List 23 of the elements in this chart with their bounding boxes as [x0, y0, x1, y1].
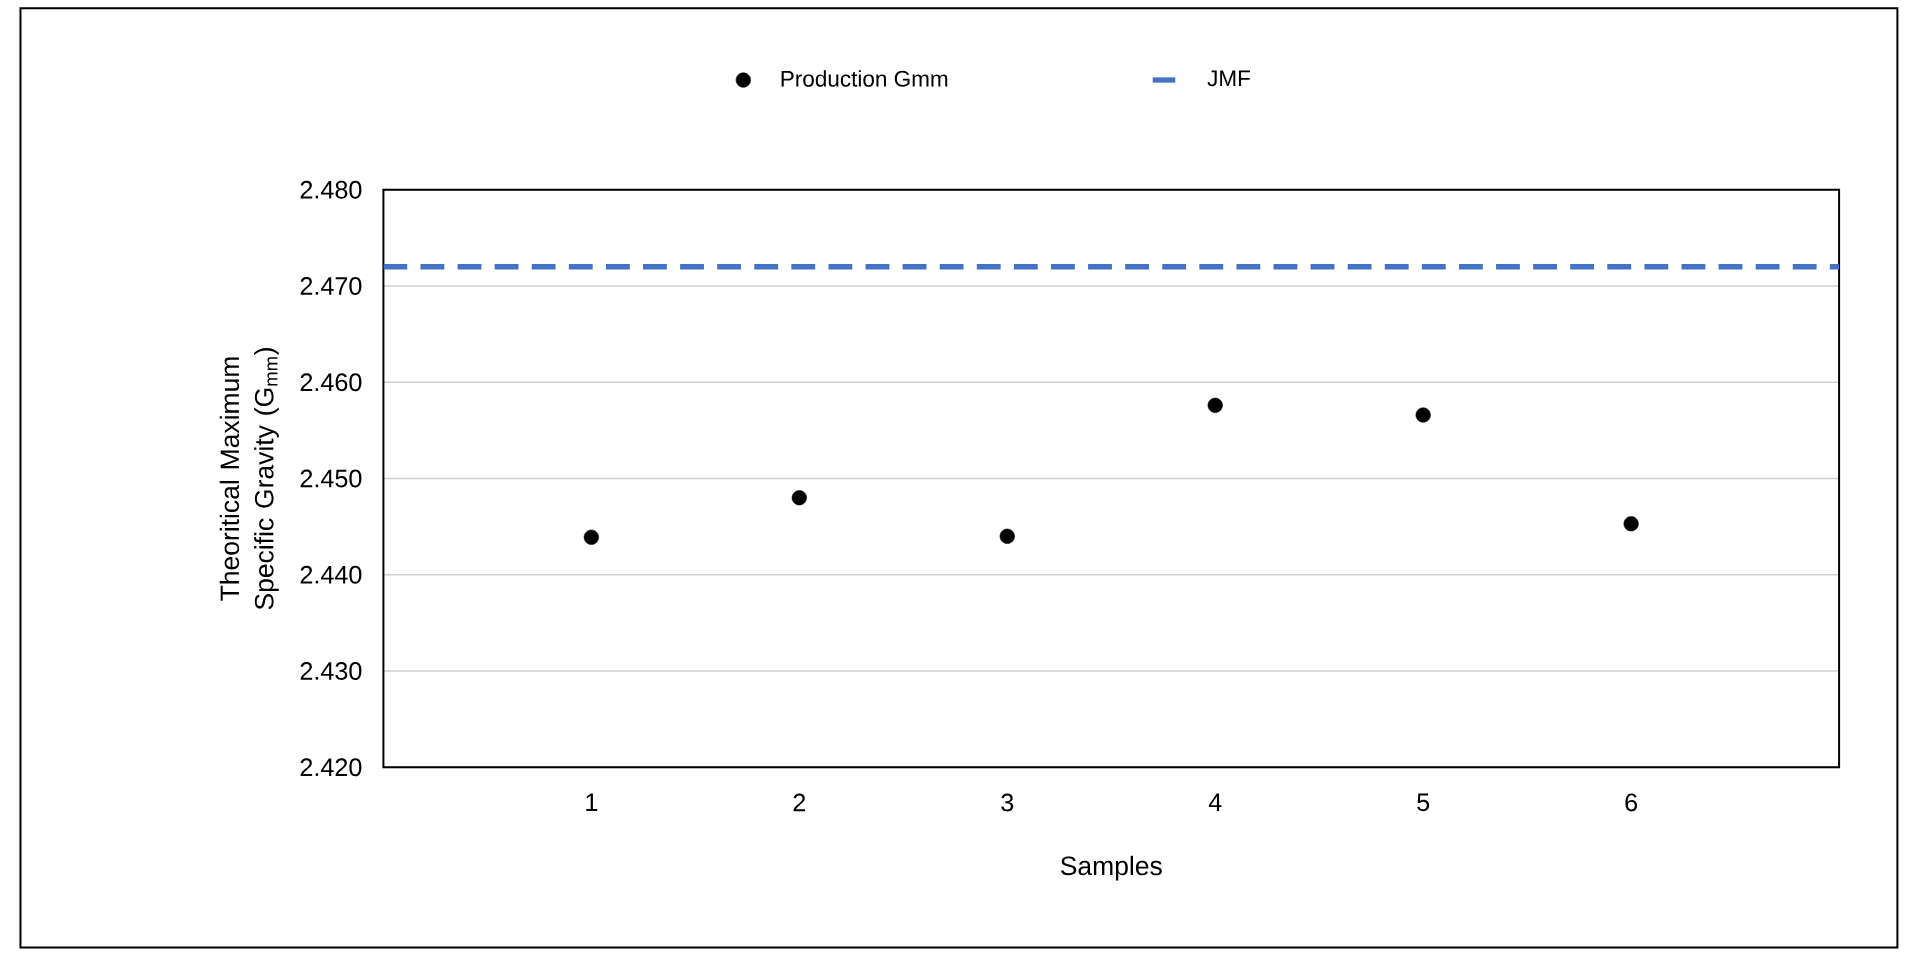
y-tick-label: 2.470 [300, 277, 362, 296]
x-tick-label: 4 [1208, 793, 1222, 812]
x-tick-label: 2 [793, 793, 806, 812]
x-tick-label: 3 [1001, 793, 1014, 812]
y-tick-label: 2.480 [300, 180, 362, 199]
point [583, 529, 599, 545]
x-axis-title: Samples [1060, 855, 1162, 881]
point [1207, 397, 1223, 414]
x-tick-label: 6 [1625, 793, 1638, 812]
legend-label: Production Gmm [781, 70, 948, 87]
y-tick-label: 2.420 [300, 758, 362, 777]
y-tick-label: 2.450 [300, 469, 362, 488]
y-tick-label: 2.440 [300, 565, 362, 584]
x-tick-label: 1 [586, 793, 598, 812]
point [791, 490, 807, 506]
y-tick-label: 2.460 [300, 373, 362, 392]
y-tick-label: 2.430 [300, 662, 362, 681]
point [999, 528, 1015, 544]
legend-label: JMF [1207, 70, 1250, 87]
point [1415, 407, 1431, 423]
x-tick-label: 5 [1417, 793, 1430, 812]
point [1623, 516, 1639, 532]
y-axis-title: Theoritical Maximum Specific Gravity (G$_{mm}$) [219, 348, 279, 610]
